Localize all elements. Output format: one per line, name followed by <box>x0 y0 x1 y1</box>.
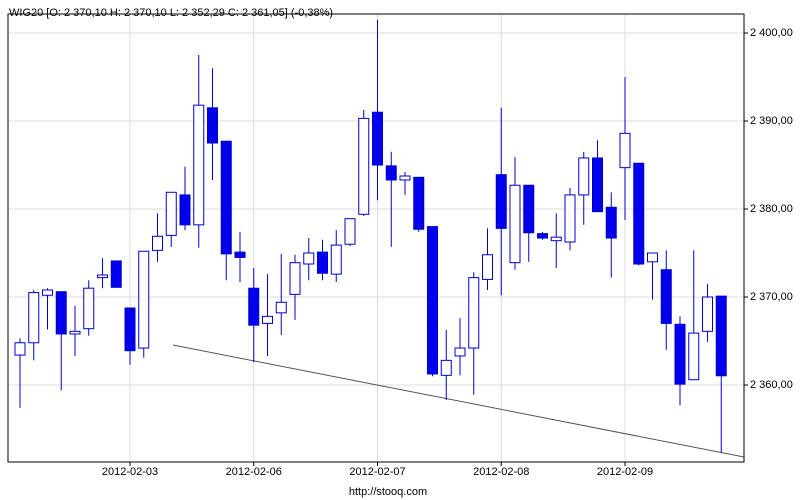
candle-body <box>605 206 617 239</box>
candle-body <box>550 236 562 242</box>
candle-body <box>537 233 548 239</box>
candle-body <box>440 359 452 376</box>
candle-body <box>660 269 672 324</box>
candle-body <box>413 176 425 230</box>
x-tick-label: 2012-02-07 <box>349 466 405 478</box>
candle-body <box>358 117 370 215</box>
candle-body <box>303 252 315 265</box>
candle-body <box>97 274 108 279</box>
trend-line <box>172 344 745 458</box>
candle-body <box>220 140 232 255</box>
candle-body <box>110 260 122 288</box>
candle-body <box>330 244 342 275</box>
candle-body <box>207 107 218 144</box>
candle-body <box>385 165 397 181</box>
x-tick-label: 2012-02-06 <box>226 466 282 478</box>
candle-body <box>234 251 246 258</box>
candle-body <box>28 292 40 344</box>
candle-body <box>372 111 383 166</box>
candle-body <box>165 191 177 236</box>
candle-body <box>688 332 700 381</box>
x-tick-label: 2012-02-08 <box>473 466 529 478</box>
candle-body <box>427 226 438 375</box>
y-tick-label: 2 360,00 <box>750 379 793 391</box>
candle-body <box>578 157 590 196</box>
candle-body <box>152 235 163 251</box>
candle-body <box>69 330 81 335</box>
y-tick-label: 2 400,00 <box>750 27 793 39</box>
candle-body <box>647 252 658 263</box>
candle-body <box>124 307 136 352</box>
candle-body <box>564 194 576 243</box>
candle-body <box>482 254 493 280</box>
candle-body <box>193 104 205 226</box>
candle-body <box>619 132 631 169</box>
candle-body <box>55 291 67 335</box>
candle-body <box>715 295 727 377</box>
candle-body <box>702 296 713 332</box>
candles <box>14 19 727 453</box>
candle-body <box>592 157 603 213</box>
candle-body <box>468 277 480 349</box>
candle-body <box>454 347 466 357</box>
candle-body <box>14 342 26 356</box>
y-tick-label: 2 390,00 <box>750 115 793 127</box>
candle-body <box>289 262 301 295</box>
candle-body <box>399 175 411 181</box>
candle-body <box>83 287 95 330</box>
candle-body <box>674 323 686 385</box>
candle-body <box>275 301 287 314</box>
plot-frame <box>7 13 745 463</box>
candle-body <box>344 218 356 245</box>
y-tick-label: 2 370,00 <box>750 291 793 303</box>
footer: http://stooq.com <box>349 486 427 498</box>
candle-body <box>495 174 507 229</box>
candle-body <box>523 184 535 234</box>
x-tick-label: 2012-02-09 <box>597 466 653 478</box>
y-tick-label: 2 380,00 <box>750 203 793 215</box>
candle-body <box>248 287 260 326</box>
candle-body <box>138 250 150 349</box>
x-tick-label: 2012-02-03 <box>102 466 158 478</box>
candle-body <box>633 162 645 265</box>
candle-body <box>317 251 328 274</box>
candle-body <box>509 184 521 264</box>
chart-title: WIG20 [O: 2 370,10 H: 2 370,10 L: 2 352,… <box>9 7 333 19</box>
candle-body <box>42 289 53 296</box>
candle-body <box>179 194 191 226</box>
candle-body <box>262 315 273 324</box>
